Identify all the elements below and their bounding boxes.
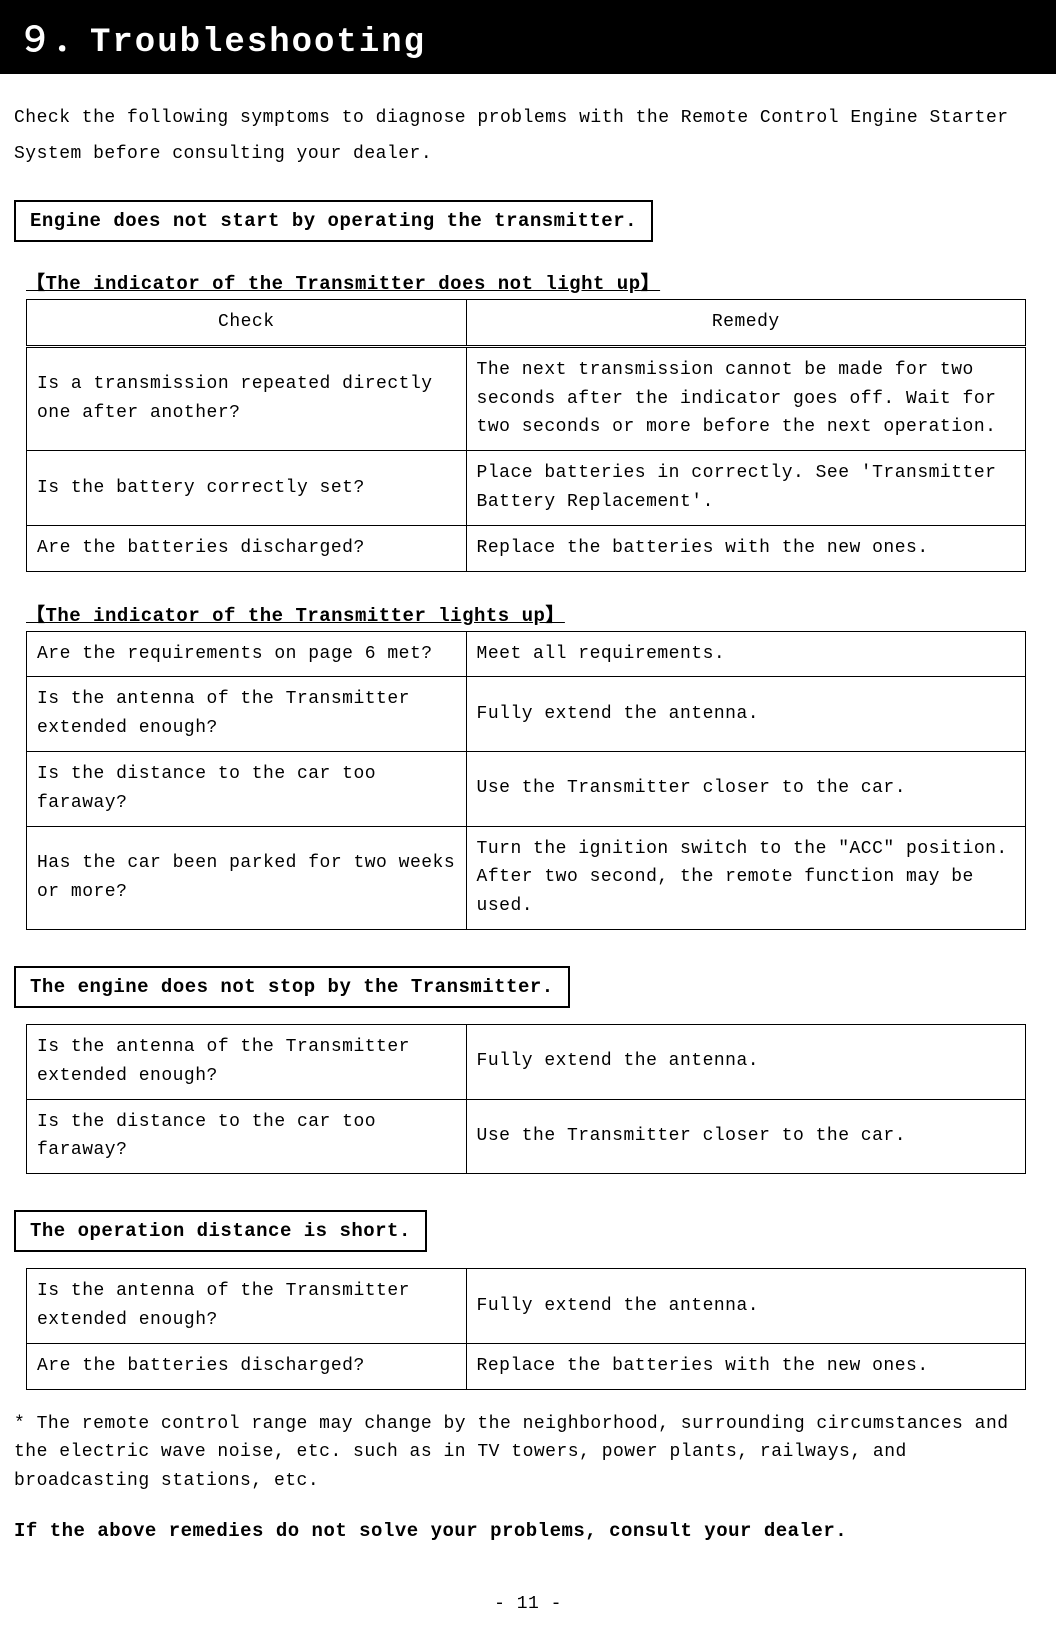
col-check-header: Check bbox=[27, 300, 467, 347]
final-text: If the above remedies do not solve your … bbox=[0, 1500, 1056, 1546]
cell-remedy: Fully extend the antenna. bbox=[466, 1024, 1025, 1099]
cell-remedy: Use the Transmitter closer to the car. bbox=[466, 751, 1025, 826]
section1-sub1-heading: 【The indicator of the Transmitter does n… bbox=[0, 258, 1056, 299]
cell-check: Is the antenna of the Transmitter extend… bbox=[27, 1269, 467, 1344]
cell-remedy: Turn the ignition switch to the "ACC" po… bbox=[466, 826, 1025, 929]
cell-remedy: Replace the batteries with the new ones. bbox=[466, 1343, 1025, 1389]
cell-check: Is the battery correctly set? bbox=[27, 451, 467, 526]
cell-remedy: Use the Transmitter closer to the car. bbox=[466, 1099, 1025, 1174]
cell-check: Are the requirements on page 6 met? bbox=[27, 631, 467, 677]
table-row: Is the antenna of the Transmitter extend… bbox=[27, 1024, 1026, 1099]
table-row: Are the batteries discharged? Replace th… bbox=[27, 1343, 1026, 1389]
table-row: Is the distance to the car too faraway? … bbox=[27, 751, 1026, 826]
cell-remedy: Fully extend the antenna. bbox=[466, 1269, 1025, 1344]
cell-remedy: Fully extend the antenna. bbox=[466, 677, 1025, 752]
footnote-text: * The remote control range may change by… bbox=[0, 1408, 1056, 1500]
section3-table: Is the antenna of the Transmitter extend… bbox=[26, 1268, 1026, 1389]
table-row: Is a transmission repeated directly one … bbox=[27, 346, 1026, 450]
section1-title: Engine does not start by operating the t… bbox=[14, 200, 653, 242]
section2-table: Is the antenna of the Transmitter extend… bbox=[26, 1024, 1026, 1174]
section1-sub1-table: Check Remedy Is a transmission repeated … bbox=[26, 299, 1026, 572]
page-number: - 11 - bbox=[0, 1546, 1056, 1634]
cell-remedy: Place batteries in correctly. See 'Trans… bbox=[466, 451, 1025, 526]
cell-remedy: The next transmission cannot be made for… bbox=[466, 346, 1025, 450]
cell-check: Is the distance to the car too faraway? bbox=[27, 751, 467, 826]
table-row: Are the requirements on page 6 met? Meet… bbox=[27, 631, 1026, 677]
cell-remedy: Replace the batteries with the new ones. bbox=[466, 525, 1025, 571]
cell-check: Is the antenna of the Transmitter extend… bbox=[27, 677, 467, 752]
col-remedy-header: Remedy bbox=[466, 300, 1025, 347]
intro-text: Check the following symptoms to diagnose… bbox=[0, 74, 1056, 182]
section1-sub2-table: Are the requirements on page 6 met? Meet… bbox=[26, 631, 1026, 930]
cell-check: Is the antenna of the Transmitter extend… bbox=[27, 1024, 467, 1099]
table-row: Is the distance to the car too faraway? … bbox=[27, 1099, 1026, 1174]
section1-sub2-heading: 【The indicator of the Transmitter lights… bbox=[0, 590, 1056, 631]
cell-remedy: Meet all requirements. bbox=[466, 631, 1025, 677]
cell-check: Are the batteries discharged? bbox=[27, 1343, 467, 1389]
section3-title: The operation distance is short. bbox=[14, 1210, 427, 1252]
table-row: Are the batteries discharged? Replace th… bbox=[27, 525, 1026, 571]
page: ９．Troubleshooting Check the following sy… bbox=[0, 0, 1056, 1634]
chapter-title: ９．Troubleshooting bbox=[0, 0, 1056, 74]
cell-check: Is the distance to the car too faraway? bbox=[27, 1099, 467, 1174]
table-row: Is the battery correctly set? Place batt… bbox=[27, 451, 1026, 526]
table-row: Is the antenna of the Transmitter extend… bbox=[27, 677, 1026, 752]
table-header-row: Check Remedy bbox=[27, 300, 1026, 347]
table-row: Has the car been parked for two weeks or… bbox=[27, 826, 1026, 929]
cell-check: Are the batteries discharged? bbox=[27, 525, 467, 571]
cell-check: Has the car been parked for two weeks or… bbox=[27, 826, 467, 929]
table-row: Is the antenna of the Transmitter extend… bbox=[27, 1269, 1026, 1344]
cell-check: Is a transmission repeated directly one … bbox=[27, 346, 467, 450]
section2-title: The engine does not stop by the Transmit… bbox=[14, 966, 570, 1008]
